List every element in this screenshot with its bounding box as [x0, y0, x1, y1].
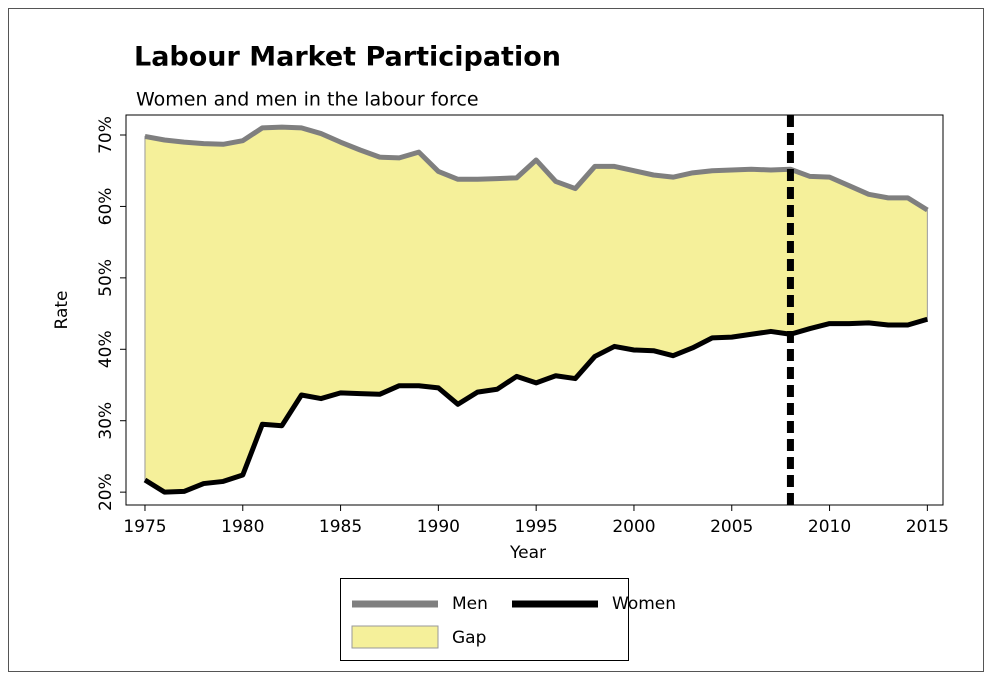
- x-tick-label: 2010: [808, 517, 851, 537]
- x-tick-label: 2000: [612, 517, 655, 537]
- legend-label: Men: [452, 594, 488, 614]
- chart-subtitle: Women and men in the labour force: [136, 89, 479, 111]
- series-line: [143, 316, 929, 495]
- y-axis-label: Rate: [52, 291, 72, 330]
- legend-swatch: [351, 625, 439, 649]
- y-tick-label: 70%: [96, 116, 116, 154]
- x-tick-label: 2015: [906, 517, 949, 537]
- x-tick-label: 1975: [123, 517, 166, 537]
- y-tick-label: 50%: [96, 259, 116, 297]
- x-axis-label: Year: [509, 543, 546, 563]
- x-tick-label: 2005: [710, 517, 753, 537]
- series-line: [144, 124, 929, 213]
- x-tick-label: 1985: [319, 517, 362, 537]
- y-tick-label: 40%: [96, 330, 116, 368]
- chart-title: Labour Market Participation: [134, 42, 561, 73]
- x-tick-label: 1990: [417, 517, 460, 537]
- y-tick-label: 60%: [96, 188, 116, 226]
- plot-frame: [125, 114, 944, 506]
- legend-label: Gap: [452, 628, 486, 648]
- y-tick-label: 30%: [96, 402, 116, 440]
- x-tick-label: 1980: [221, 517, 264, 537]
- legend-label: Women: [612, 594, 676, 614]
- x-tick-label: 1995: [515, 517, 558, 537]
- y-tick-label: 20%: [96, 473, 116, 511]
